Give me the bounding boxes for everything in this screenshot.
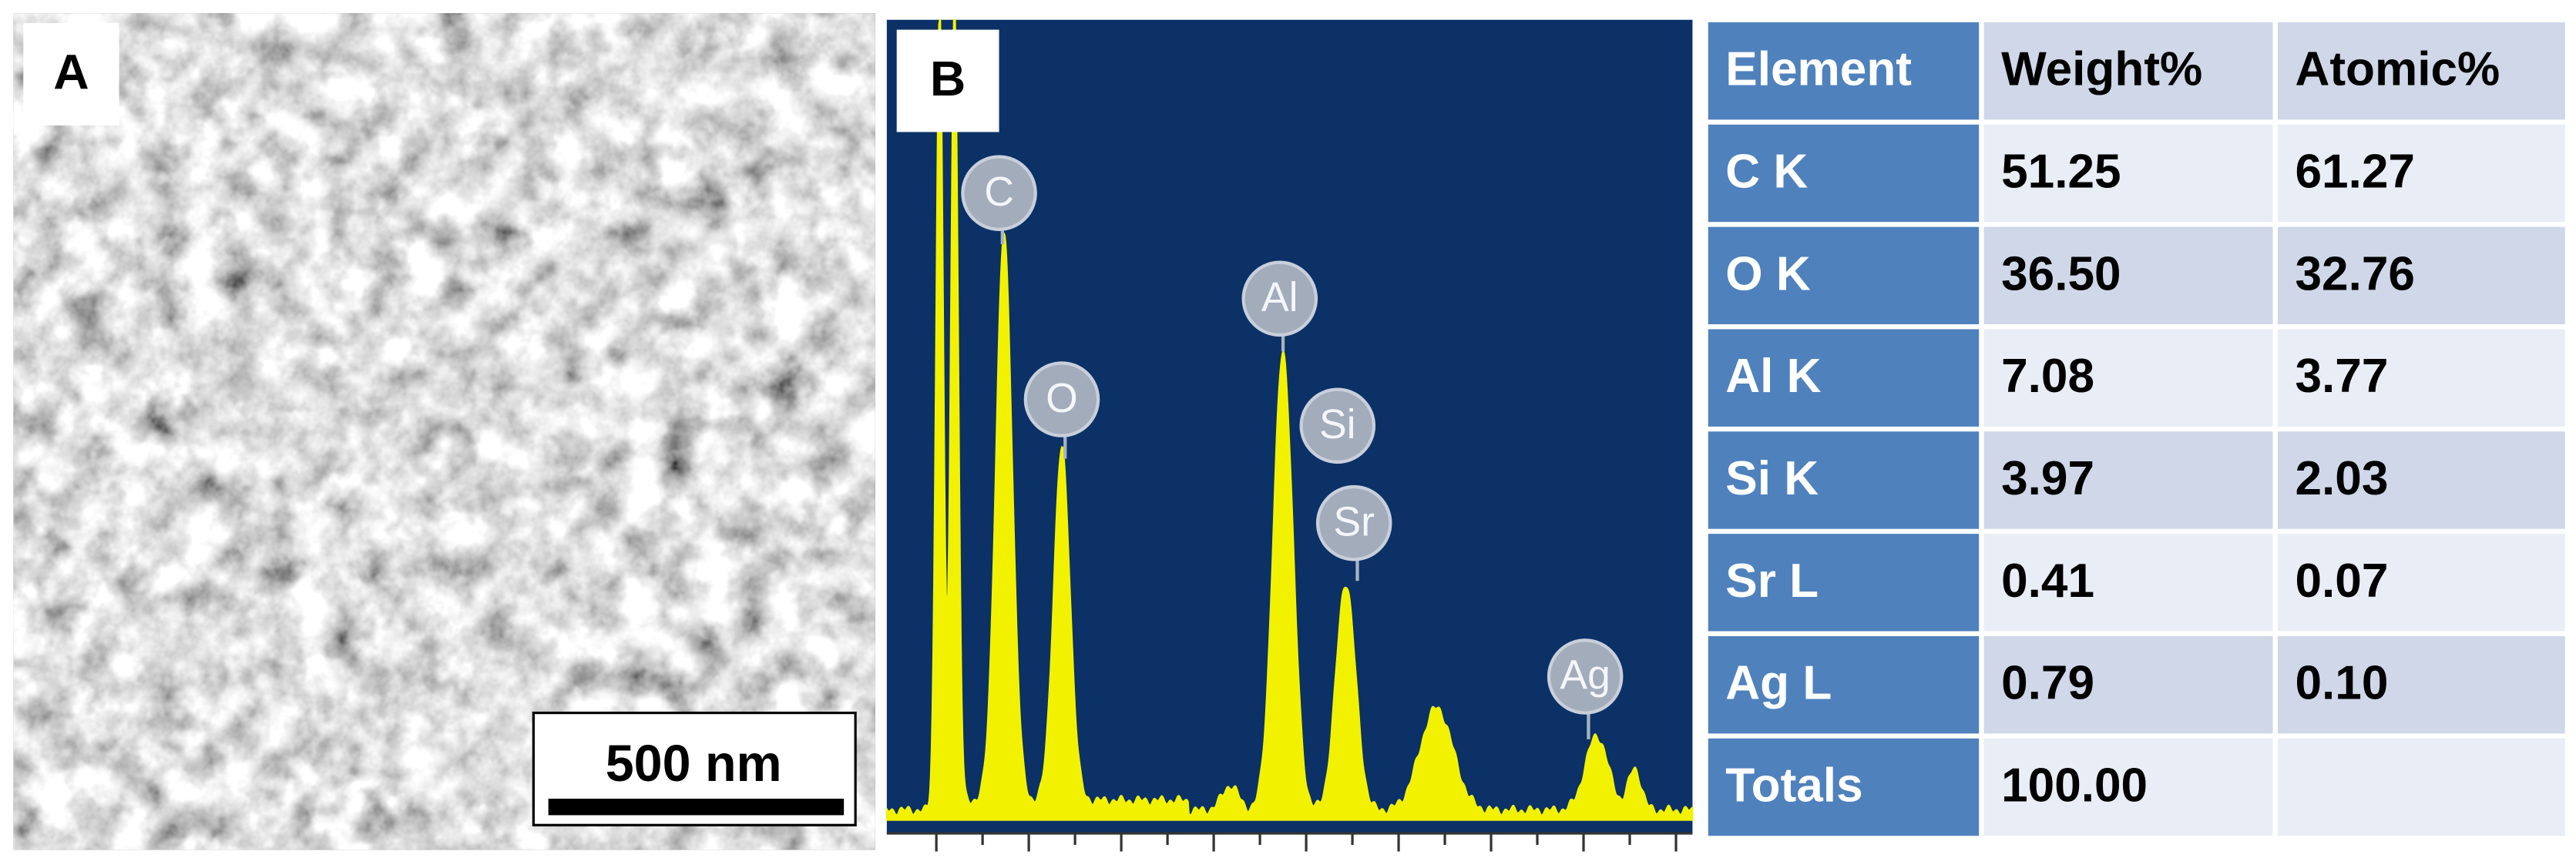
table-cell <box>1708 534 1980 632</box>
table-text: 0.41 <box>2001 555 2094 608</box>
table-text: 3.77 <box>2295 350 2388 403</box>
table-cell <box>2277 738 2565 836</box>
table-text: 61.27 <box>2295 146 2414 199</box>
table-cell <box>2277 534 2565 632</box>
table-cell <box>1983 431 2273 529</box>
table-header: Element <box>1725 43 1912 96</box>
peak-label: Ag <box>1560 653 1610 699</box>
peak-label: Si <box>1319 402 1356 447</box>
table-cell <box>2277 124 2565 223</box>
table-text: Totals <box>1725 759 1862 813</box>
table-cell <box>1983 226 2273 325</box>
scale-bar-label: 500 nm <box>606 736 782 793</box>
table-cell <box>1708 738 1980 836</box>
peak-marker <box>1023 361 1100 437</box>
table-text: 0.10 <box>2295 657 2388 710</box>
table-cell <box>1983 534 2273 632</box>
table-cell <box>2277 22 2565 120</box>
table-cell <box>2277 431 2565 529</box>
panel-label: B <box>930 51 966 106</box>
table-text: 0.79 <box>2001 657 2094 710</box>
peak-marker <box>961 155 1037 231</box>
table-header: Atomic% <box>2295 43 2500 96</box>
peak-label: C <box>984 169 1014 215</box>
table-text: Ag L <box>1725 657 1832 710</box>
table-cell <box>1708 226 1980 325</box>
table-cell <box>1708 22 1980 120</box>
table-text: Si K <box>1725 452 1819 505</box>
peak-marker <box>1315 484 1392 561</box>
peak-label: Al <box>1261 275 1298 320</box>
table-cell <box>1708 431 1980 529</box>
table-text: Sr L <box>1725 555 1819 608</box>
table-text: 32.76 <box>2295 247 2414 300</box>
eds-panel: B C O Al Si Sr Ag <box>885 18 1694 852</box>
peak-label: O <box>1046 376 1078 421</box>
table-cell <box>1983 329 2273 427</box>
table-text: 100.00 <box>2001 759 2148 813</box>
panel-label-box <box>23 22 119 126</box>
table-cell <box>1983 22 2273 120</box>
peak-marker <box>1547 638 1624 715</box>
table-cell <box>2277 635 2565 734</box>
table-text: O K <box>1725 247 1811 300</box>
spectrum <box>885 18 1694 821</box>
table-text: 36.50 <box>2001 247 2121 300</box>
eds-table: Element Weight% Atomic% C K 51.25 61.27 O K 36.… <box>1708 22 2565 836</box>
panel-label-box <box>896 29 999 132</box>
table-text: 51.25 <box>2001 146 2121 199</box>
panel-label: A <box>53 45 89 100</box>
table-text: 3.97 <box>2001 452 2094 505</box>
table-cell <box>1708 329 1980 427</box>
table-text: 2.03 <box>2295 452 2388 505</box>
peak-marker <box>1241 260 1318 337</box>
table-cell <box>1708 124 1980 223</box>
table-header: Weight% <box>2001 43 2202 96</box>
peak-marker <box>1299 387 1376 464</box>
table-cell <box>2277 226 2565 325</box>
table-text: C K <box>1725 146 1808 199</box>
table-cell <box>1983 635 2273 734</box>
table-cell <box>1983 124 2273 223</box>
table-cell <box>2277 329 2565 427</box>
peak-label: Sr <box>1333 499 1375 545</box>
table-text: 0.07 <box>2295 555 2388 608</box>
sem-panel: A 500 nm <box>13 13 875 850</box>
scale-bar <box>548 799 845 816</box>
table-cell <box>1708 635 1980 734</box>
table-cell <box>1983 738 2273 836</box>
table-text: Al K <box>1725 350 1821 403</box>
table-text: 7.08 <box>2001 350 2094 403</box>
sem-image <box>13 13 875 850</box>
